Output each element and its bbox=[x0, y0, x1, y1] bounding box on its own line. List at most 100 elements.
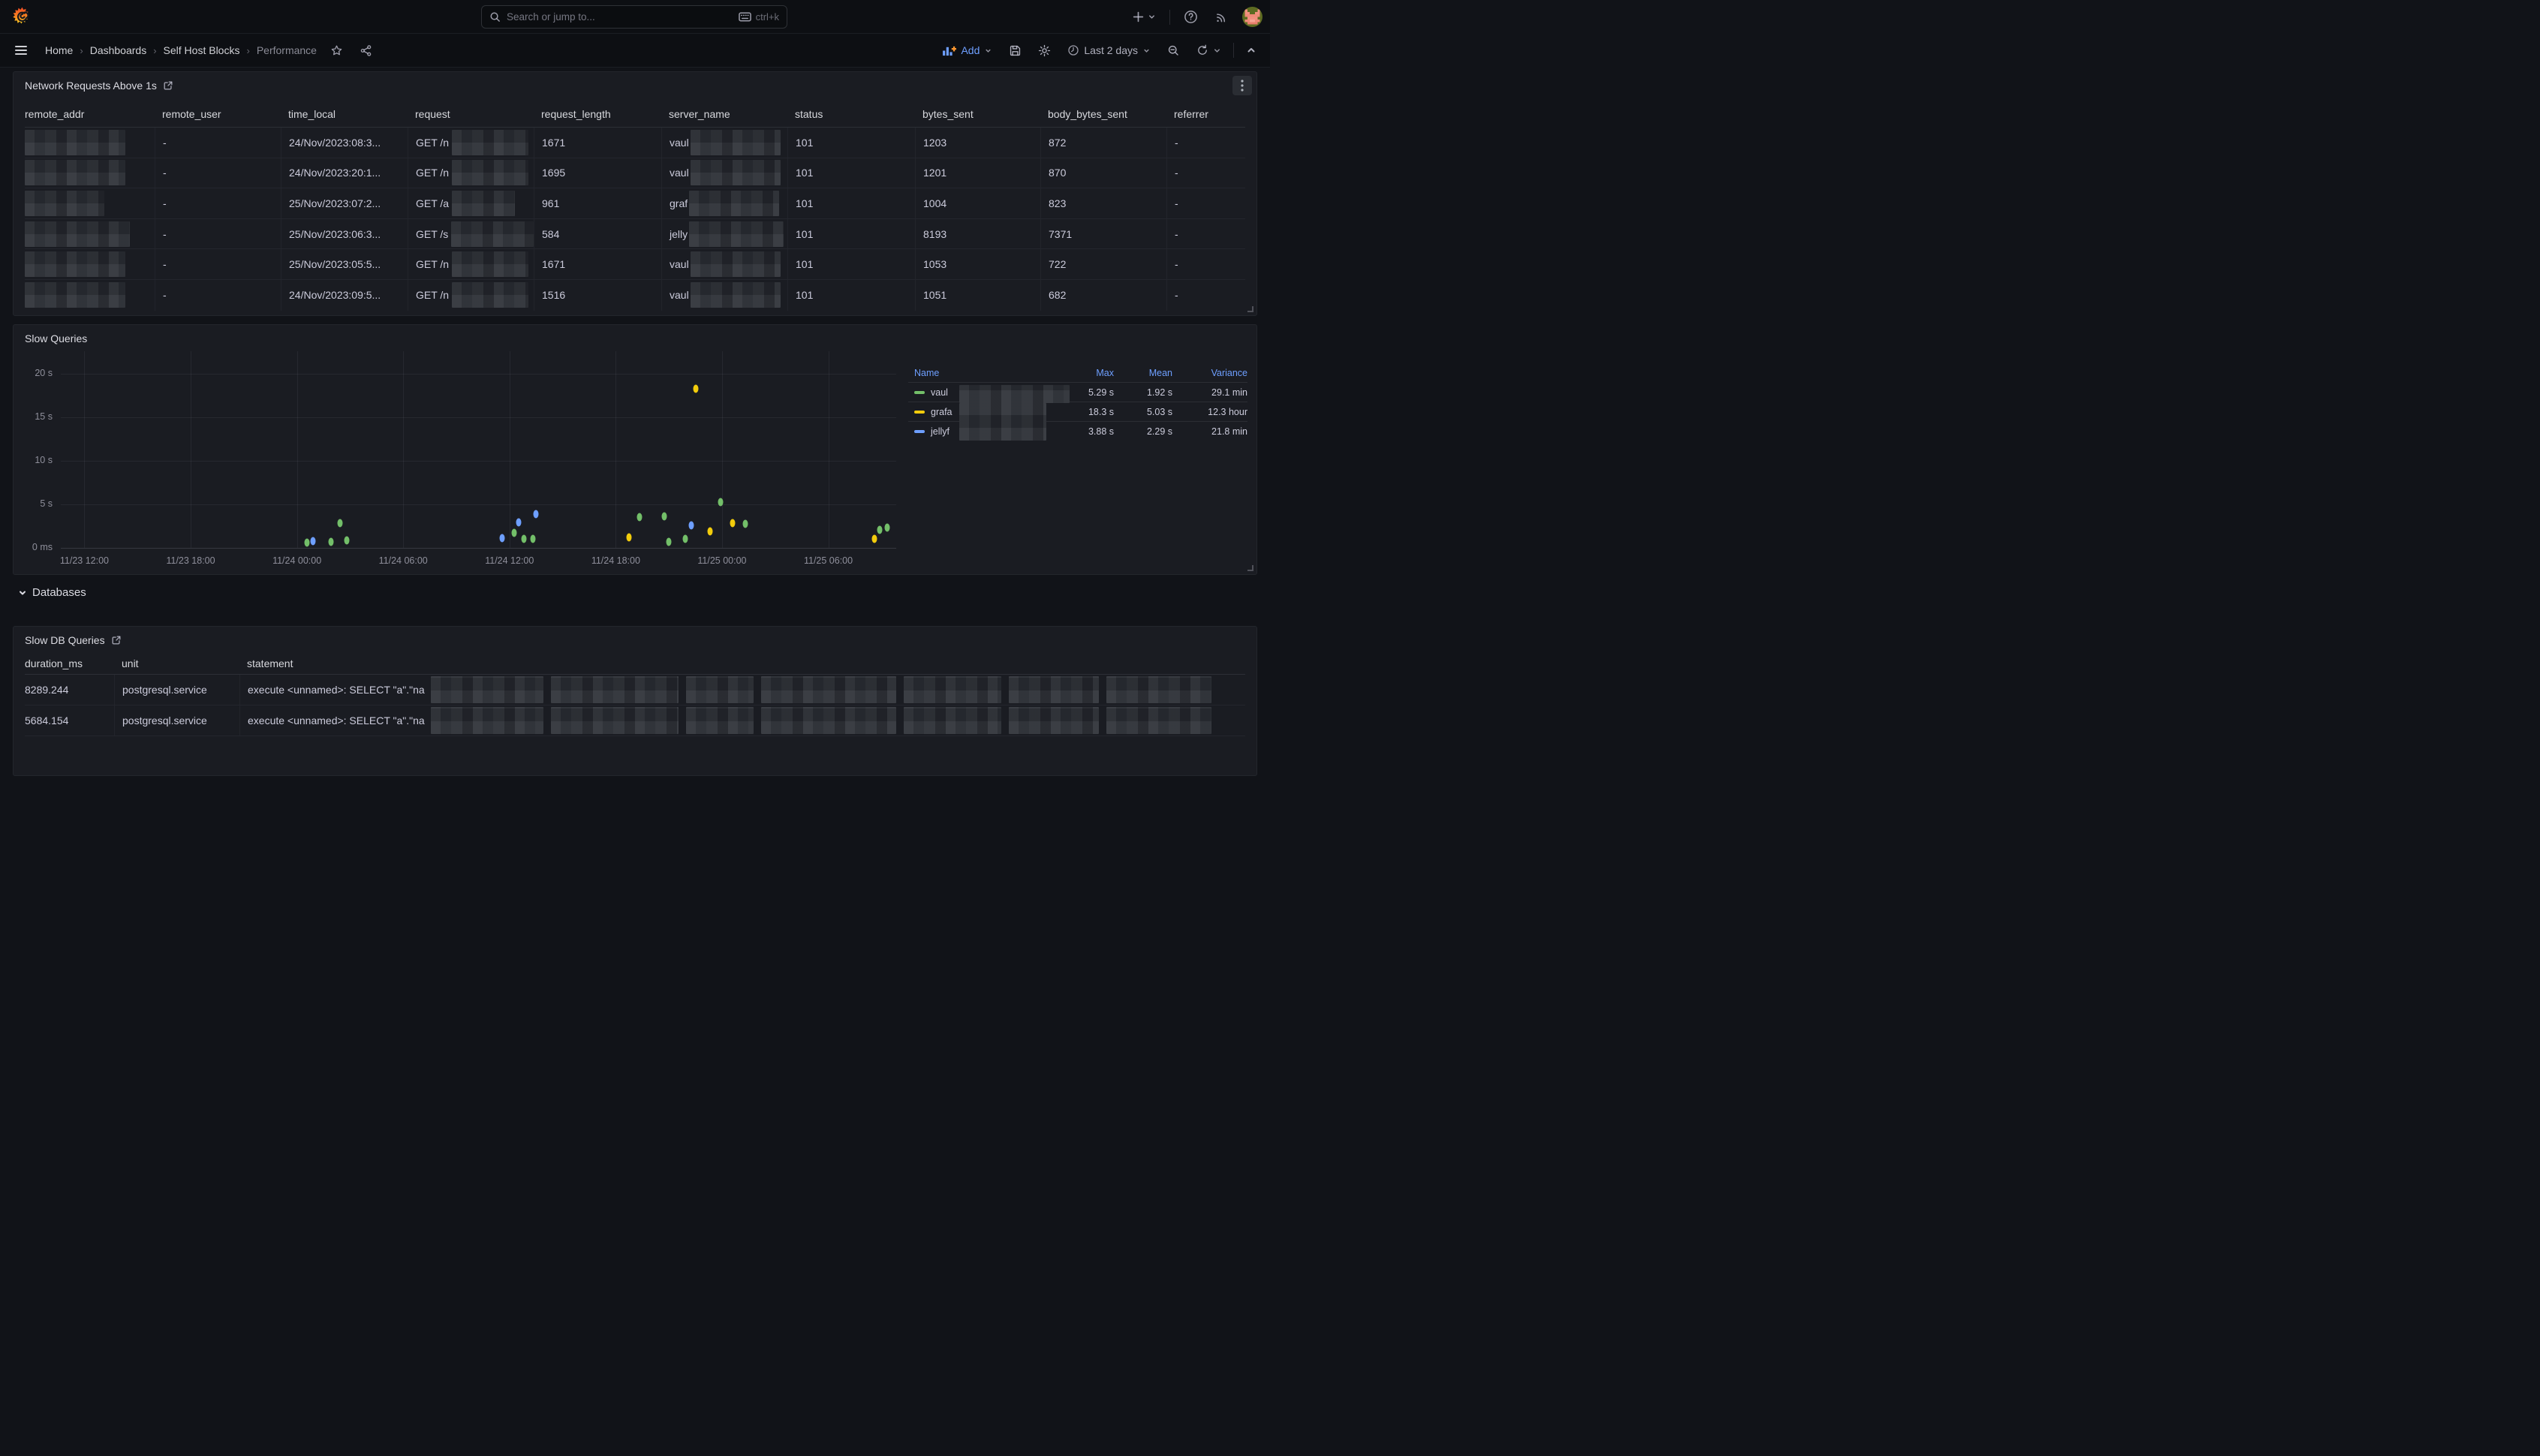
time-range-picker[interactable]: Last 2 days bbox=[1063, 41, 1155, 60]
scatter-point[interactable] bbox=[718, 498, 724, 507]
cell-referrer: - bbox=[1166, 249, 1245, 279]
scatter-point[interactable] bbox=[521, 534, 527, 543]
scatter-point[interactable] bbox=[884, 523, 890, 532]
table-row[interactable]: - 24/Nov/2023:20:1... GET /n 1695 vaul 1… bbox=[25, 158, 1245, 189]
user-avatar[interactable] bbox=[1242, 7, 1262, 27]
mega-menu-button[interactable] bbox=[11, 40, 32, 61]
save-dashboard-button[interactable] bbox=[1004, 41, 1026, 61]
scatter-plot[interactable]: 0 ms 5 s 10 s 15 s 20 s 11/23 12:00 11/23 18:0… bbox=[14, 325, 1256, 574]
scatter-point[interactable] bbox=[626, 533, 632, 542]
scatter-point[interactable] bbox=[693, 384, 699, 393]
scatter-point[interactable] bbox=[310, 537, 316, 546]
scatter-point[interactable] bbox=[344, 536, 350, 545]
row-header-databases[interactable]: Databases bbox=[18, 586, 86, 599]
table-header-row: duration_ms unit statement bbox=[25, 652, 1245, 675]
column-header[interactable]: time_local bbox=[288, 107, 336, 120]
legend-row[interactable]: vaul 5.29 s 1.92 s 29.1 min bbox=[908, 382, 1247, 402]
column-header[interactable]: request_length bbox=[541, 107, 611, 120]
cell-server-name: vaul bbox=[661, 249, 787, 279]
table-row[interactable]: - 24/Nov/2023:08:3... GET /n 1671 vaul 1… bbox=[25, 128, 1245, 158]
table-row[interactable]: - 25/Nov/2023:06:3... GET /s 584 jelly 1… bbox=[25, 218, 1245, 250]
table-row[interactable]: 5684.154 postgresql.service execute <unn… bbox=[25, 705, 1245, 736]
scatter-point[interactable] bbox=[666, 537, 672, 546]
redacted-remote-addr bbox=[25, 160, 125, 186]
column-header[interactable]: request bbox=[415, 107, 450, 120]
column-header[interactable]: bytes_sent bbox=[922, 107, 974, 120]
scatter-point[interactable] bbox=[516, 518, 522, 527]
star-dashboard-button[interactable] bbox=[327, 41, 346, 60]
cell-request: GET /n bbox=[408, 249, 534, 279]
legend-sort-max[interactable]: Max bbox=[1096, 368, 1114, 378]
scatter-point[interactable] bbox=[304, 538, 310, 547]
scatter-point[interactable] bbox=[707, 527, 713, 536]
column-header[interactable]: remote_user bbox=[162, 107, 221, 120]
scatter-point[interactable] bbox=[871, 534, 877, 543]
legend-sort-mean[interactable]: Mean bbox=[1148, 368, 1172, 378]
column-header[interactable]: remote_addr bbox=[25, 107, 85, 120]
scatter-point[interactable] bbox=[337, 519, 343, 528]
scatter-point[interactable] bbox=[661, 512, 667, 521]
panel-resize-handle[interactable] bbox=[1247, 306, 1253, 312]
scatter-point[interactable] bbox=[533, 510, 539, 519]
scatter-point[interactable] bbox=[637, 513, 643, 522]
series-color-swatch[interactable] bbox=[914, 410, 925, 414]
grafana-logo-icon[interactable] bbox=[12, 7, 32, 27]
scatter-point[interactable] bbox=[742, 519, 748, 528]
series-color-swatch[interactable] bbox=[914, 429, 925, 433]
column-header[interactable]: body_bytes_sent bbox=[1048, 107, 1127, 120]
external-link-icon[interactable] bbox=[111, 635, 122, 645]
column-header[interactable]: referrer bbox=[1174, 107, 1208, 120]
external-link-icon[interactable] bbox=[163, 80, 173, 91]
redacted-request-path bbox=[452, 282, 529, 308]
breadcrumb-dashboards[interactable]: Dashboards bbox=[89, 44, 147, 56]
panel-slow-queries: Slow Queries 0 ms 5 s 10 s 15 s 20 s 11/23 12… bbox=[13, 324, 1257, 575]
scatter-point[interactable] bbox=[730, 519, 736, 528]
news-rss-button[interactable] bbox=[1211, 7, 1232, 27]
scatter-point[interactable] bbox=[328, 537, 334, 546]
dashboard-settings-button[interactable] bbox=[1034, 41, 1055, 61]
search-input[interactable]: Search or jump to... ctrl+k bbox=[481, 5, 787, 29]
table-row[interactable]: - 25/Nov/2023:05:5... GET /n 1671 vaul 1… bbox=[25, 249, 1245, 280]
breadcrumb-separator: › bbox=[80, 44, 83, 56]
legend-row[interactable]: grafa 18.3 s 5.03 s 12.3 hour bbox=[908, 402, 1247, 421]
scatter-point[interactable] bbox=[499, 534, 505, 543]
legend-row[interactable]: jellyf 3.88 s 2.29 s 21.8 min bbox=[908, 421, 1247, 441]
breadcrumb-folder[interactable]: Self Host Blocks bbox=[163, 44, 240, 56]
table-row[interactable]: - 24/Nov/2023:09:5... GET /n 1516 vaul 1… bbox=[25, 279, 1245, 311]
series-color-swatch[interactable] bbox=[914, 390, 925, 394]
column-header[interactable]: duration_ms bbox=[25, 657, 83, 669]
scatter-point[interactable] bbox=[682, 534, 688, 543]
panel-title[interactable]: Slow Queries bbox=[25, 332, 88, 344]
refresh-button[interactable] bbox=[1192, 41, 1226, 60]
legend-sort-name[interactable]: Name bbox=[914, 368, 940, 378]
cell-request-length: 584 bbox=[534, 218, 661, 249]
legend-sort-variance[interactable]: Variance bbox=[1211, 368, 1247, 378]
scatter-point[interactable] bbox=[688, 521, 694, 530]
cell-time-local: 25/Nov/2023:06:3... bbox=[281, 218, 408, 249]
add-panel-button[interactable]: Add bbox=[937, 41, 997, 60]
new-menu-button[interactable] bbox=[1129, 8, 1159, 26]
redacted-request-path bbox=[452, 190, 516, 216]
column-header[interactable]: status bbox=[795, 107, 823, 120]
column-header[interactable]: server_name bbox=[669, 107, 730, 120]
scatter-point[interactable] bbox=[877, 525, 883, 534]
help-button[interactable] bbox=[1181, 7, 1201, 27]
zoom-out-time-button[interactable] bbox=[1163, 41, 1184, 61]
panel-title[interactable]: Network Requests Above 1s bbox=[25, 80, 157, 92]
panel-title[interactable]: Slow DB Queries bbox=[25, 634, 105, 646]
column-header[interactable]: unit bbox=[122, 657, 139, 669]
table-row[interactable]: - 25/Nov/2023:07:2... GET /a 961 graf 10… bbox=[25, 188, 1245, 219]
search-icon bbox=[489, 11, 501, 23]
legend-header-row: Name Max Mean Variance bbox=[908, 364, 1247, 382]
column-header[interactable]: statement bbox=[247, 657, 293, 669]
scatter-point[interactable] bbox=[511, 528, 517, 537]
scatter-point[interactable] bbox=[530, 534, 536, 543]
panel-menu-button[interactable] bbox=[1232, 76, 1252, 95]
table-row[interactable]: 8289.244 postgresql.service execute <unn… bbox=[25, 675, 1245, 705]
share-dashboard-button[interactable] bbox=[357, 41, 375, 60]
breadcrumb-home[interactable]: Home bbox=[45, 44, 74, 56]
collapse-toolbar-button[interactable] bbox=[1241, 41, 1261, 59]
panel-resize-handle[interactable] bbox=[1247, 565, 1253, 571]
cell-server-name: graf bbox=[661, 188, 787, 218]
redacted-remote-addr bbox=[25, 129, 125, 155]
